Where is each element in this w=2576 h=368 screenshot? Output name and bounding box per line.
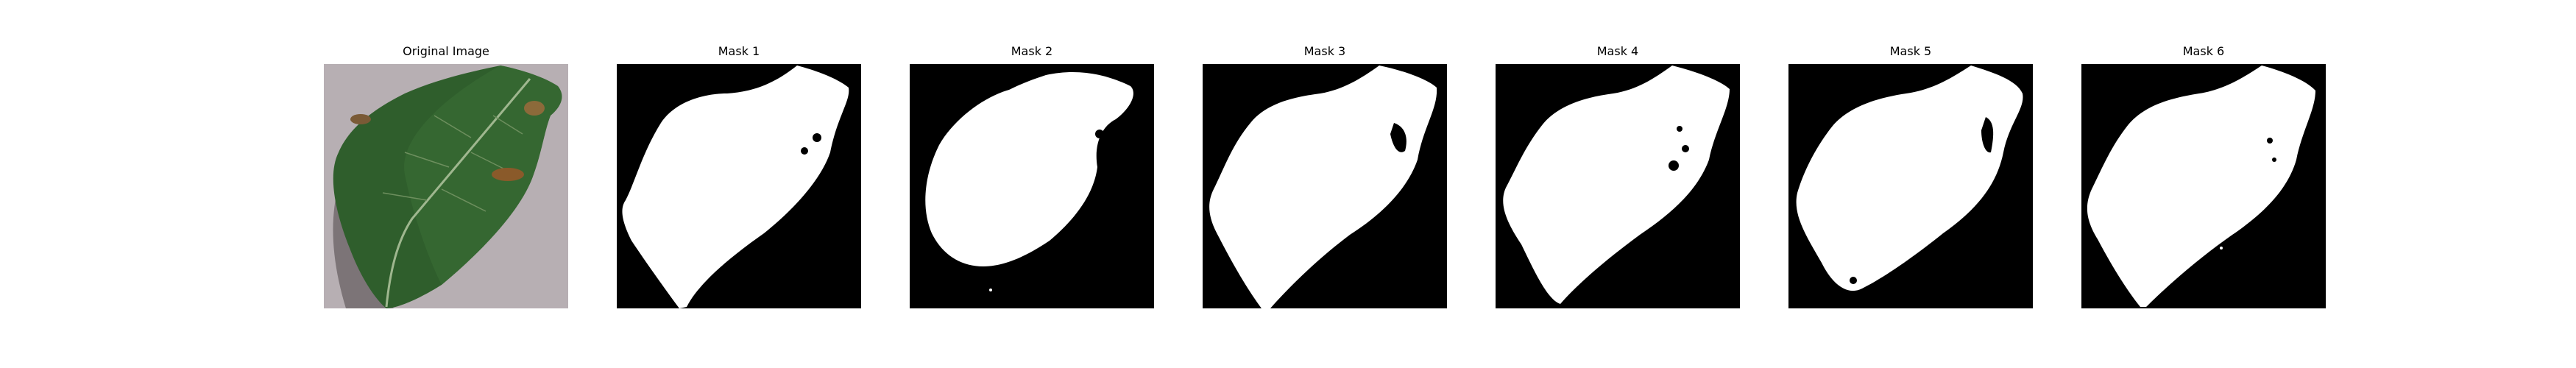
panel-title: Mask 2 xyxy=(1011,44,1053,58)
mask-6-image xyxy=(2081,64,2326,308)
mask-1-panel: Mask 1 xyxy=(617,40,861,328)
mask-4-image xyxy=(1496,64,1740,308)
panel-title: Mask 4 xyxy=(1596,44,1639,58)
mask-3-image xyxy=(1203,64,1447,308)
mask-2-panel: Mask 2 xyxy=(910,40,1154,328)
original-image-panel: Original Image xyxy=(324,40,568,328)
panel-title: Original Image xyxy=(403,44,489,58)
mask-6-panel: Mask 6 xyxy=(2081,40,2326,328)
panel-title: Mask 5 xyxy=(1889,44,1932,58)
mask-2-image xyxy=(910,64,1154,308)
panel-title: Mask 6 xyxy=(2182,44,2225,58)
panel-title: Mask 3 xyxy=(1303,44,1346,58)
mask-3-panel: Mask 3 xyxy=(1203,40,1447,328)
mask-1-image xyxy=(617,64,861,308)
original-leaf-image xyxy=(324,64,568,308)
panel-title: Mask 1 xyxy=(718,44,760,58)
mask-4-panel: Mask 4 xyxy=(1496,40,1740,328)
mask-5-panel: Mask 5 xyxy=(1788,40,2033,328)
mask-5-image xyxy=(1788,64,2033,308)
